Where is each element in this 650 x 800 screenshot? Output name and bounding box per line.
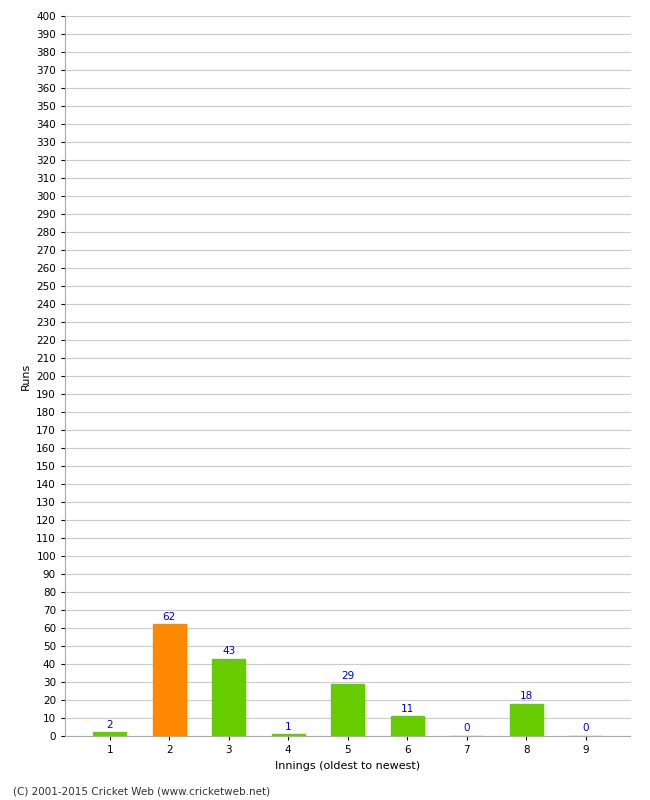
X-axis label: Innings (oldest to newest): Innings (oldest to newest) [275,761,421,770]
Text: 1: 1 [285,722,292,731]
Text: 0: 0 [582,723,589,734]
Text: 11: 11 [400,703,414,714]
Bar [94,733,126,736]
Text: 18: 18 [520,691,533,701]
Text: 29: 29 [341,671,354,681]
Bar [213,658,245,736]
Y-axis label: Runs: Runs [21,362,31,390]
Bar [510,704,543,736]
Text: (C) 2001-2015 Cricket Web (www.cricketweb.net): (C) 2001-2015 Cricket Web (www.cricketwe… [13,786,270,796]
Bar [272,734,305,736]
Text: 2: 2 [107,720,113,730]
Text: 62: 62 [162,612,176,622]
Text: 43: 43 [222,646,235,656]
Text: 0: 0 [463,723,470,734]
Bar [332,684,364,736]
Bar [391,716,424,736]
Bar [153,624,185,736]
